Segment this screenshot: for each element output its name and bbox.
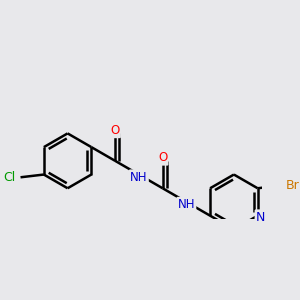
Text: Cl: Cl [3, 171, 16, 184]
Text: N: N [256, 211, 265, 224]
Text: Br: Br [285, 179, 299, 192]
Text: NH: NH [178, 198, 195, 211]
Text: NH: NH [130, 171, 148, 184]
Text: O: O [158, 152, 167, 164]
Text: O: O [110, 124, 120, 137]
